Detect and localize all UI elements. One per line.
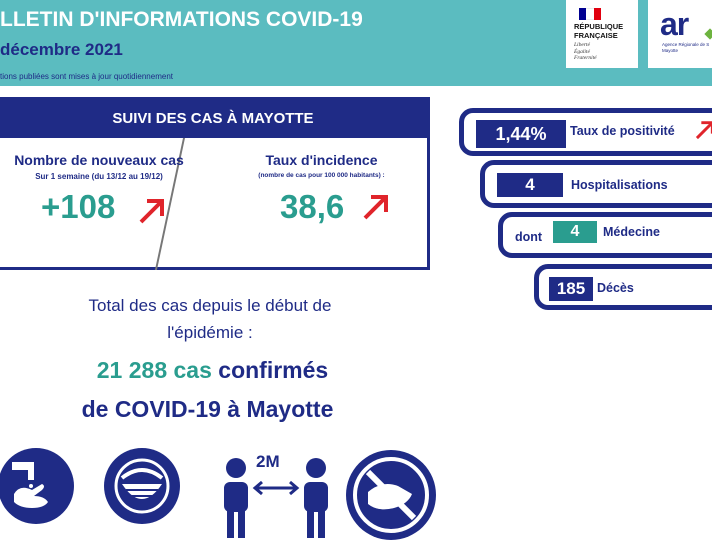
french-flag-icon [579,8,601,20]
up-arrow-icon [695,121,712,140]
up-arrow-icon [363,195,388,220]
total-count-line: 21 288 cas confirmés [0,357,425,384]
hospitalisations-value: 4 [497,173,563,197]
rf-name: RÉPUBLIQUE FRANÇAISE [574,22,624,40]
deces-card: 185 Décès [534,264,712,310]
ars-name: ar [660,6,689,42]
total-line-2: l'épidémie : [167,323,253,342]
update-note: tions publiées sont mises à jour quotidi… [0,72,173,81]
deces-value: 185 [549,277,593,301]
medecine-card: dont 4 Médecine [498,212,712,258]
distance-icon: 2M [218,450,336,540]
rf-motto: Liberté Égalité Fraternité [574,42,597,61]
distance-label: 2M [256,452,280,471]
total-line-1: Total des cas depuis le début de [88,296,332,315]
total-line-4: de COVID-19 à Mayotte [81,396,334,422]
incidence-value: 38,6 [280,188,345,225]
ars-leaf-icon [704,28,712,40]
up-arrow-icon [139,199,164,224]
cases-panel: SUIVI DES CAS À MAYOTTE Nombre de nouvea… [0,97,430,270]
total-confirmed: confirmés [218,357,329,383]
hospitalisations-label: Hospitalisations [571,178,668,192]
total-count: 21 288 cas [96,357,212,383]
incidence-label: Taux d'incidence [265,152,378,168]
incidence-unit: (nombre de cas pour 100 000 habitants) : [258,172,385,179]
new-cases-value: +108 [41,188,116,225]
new-cases-label: Nombre de nouveaux cas [14,152,184,168]
medecine-prefix: dont [515,230,543,244]
hospitalisations-card: 4 Hospitalisations [480,160,712,208]
ars-logo: ar Agence Régionale de S Mayotte [648,0,712,68]
positivity-card: 1,44% Taux de positivité [459,108,712,156]
mask-icon [104,448,180,524]
header-banner: LLETIN D'INFORMATIONS COVID-19 décembre … [0,0,712,86]
ars-subtitle: Agence Régionale de S Mayotte [662,42,710,53]
bulletin-date: décembre 2021 [0,40,123,59]
positivity-value: 1,44% [476,120,566,148]
deces-label: Décès [597,281,634,295]
handwashing-icon [0,448,74,524]
new-cases-period: Sur 1 semaine (du 13/12 au 19/12) [35,172,163,181]
no-handshake-icon [346,450,436,540]
medecine-label: Médecine [603,225,660,239]
bulletin-title: LLETIN D'INFORMATIONS COVID-19 [0,8,363,31]
positivity-label: Taux de positivité [570,124,675,138]
cases-panel-title: SUIVI DES CAS À MAYOTTE [0,100,427,138]
medecine-value: 4 [553,221,597,243]
republique-francaise-logo: RÉPUBLIQUE FRANÇAISE Liberté Égalité Fra… [566,0,638,68]
